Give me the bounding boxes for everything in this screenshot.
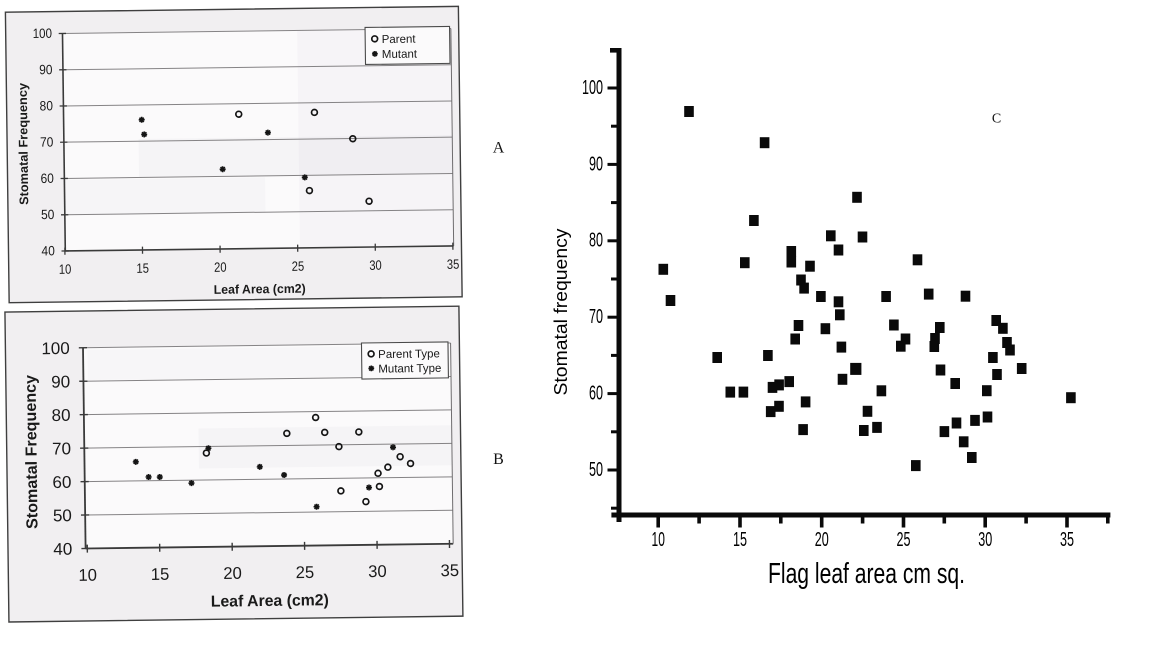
svg-text:15: 15 bbox=[136, 261, 149, 276]
svg-text:10: 10 bbox=[59, 262, 72, 277]
svg-text:20: 20 bbox=[214, 260, 227, 275]
svg-text:25: 25 bbox=[897, 528, 911, 551]
svg-text:60: 60 bbox=[589, 382, 603, 405]
svg-text:Parent Type: Parent Type bbox=[378, 348, 440, 361]
svg-text:Stomatal frequency: Stomatal frequency bbox=[551, 229, 571, 396]
svg-text:30: 30 bbox=[978, 528, 992, 551]
svg-text:Mutant: Mutant bbox=[382, 49, 418, 61]
svg-text:70: 70 bbox=[52, 439, 71, 458]
svg-text:70: 70 bbox=[40, 135, 53, 150]
svg-text:30: 30 bbox=[369, 258, 382, 273]
svg-text:40: 40 bbox=[41, 243, 54, 258]
svg-text:60: 60 bbox=[40, 171, 53, 186]
svg-text:50: 50 bbox=[53, 506, 72, 525]
svg-text:50: 50 bbox=[41, 207, 54, 222]
svg-text:Stomatal Frequency: Stomatal Frequency bbox=[16, 83, 32, 205]
svg-text:90: 90 bbox=[589, 152, 603, 175]
svg-text:25: 25 bbox=[292, 259, 305, 274]
svg-text:80: 80 bbox=[40, 98, 53, 113]
svg-text:35: 35 bbox=[447, 257, 460, 272]
svg-text:20: 20 bbox=[815, 528, 829, 551]
svg-text:90: 90 bbox=[51, 372, 70, 391]
svg-text:B: B bbox=[493, 451, 504, 468]
svg-text:35: 35 bbox=[440, 561, 459, 580]
svg-text:10: 10 bbox=[652, 528, 665, 551]
svg-text:90: 90 bbox=[39, 62, 52, 77]
svg-text:80: 80 bbox=[589, 229, 603, 252]
svg-text:15: 15 bbox=[733, 528, 747, 551]
svg-text:60: 60 bbox=[52, 473, 71, 492]
svg-text:Flag leaf area cm sq.: Flag leaf area cm sq. bbox=[768, 558, 965, 590]
svg-text:Mutant Type: Mutant Type bbox=[378, 363, 441, 376]
svg-text:35: 35 bbox=[1060, 528, 1074, 551]
svg-text:Stomatal Frequency: Stomatal Frequency bbox=[23, 375, 42, 529]
svg-text:25: 25 bbox=[296, 563, 315, 582]
svg-text:Leaf Area (cm2): Leaf Area (cm2) bbox=[211, 592, 329, 611]
svg-text:70: 70 bbox=[589, 305, 603, 328]
svg-text:100: 100 bbox=[33, 26, 52, 41]
svg-text:C: C bbox=[992, 112, 1001, 127]
svg-text:Leaf Area (cm2): Leaf Area (cm2) bbox=[214, 282, 306, 297]
svg-text:20: 20 bbox=[223, 564, 242, 583]
svg-text:10: 10 bbox=[78, 566, 97, 585]
svg-text:80: 80 bbox=[51, 406, 70, 425]
svg-text:40: 40 bbox=[53, 540, 72, 559]
svg-text:100: 100 bbox=[582, 76, 603, 99]
svg-text:Parent: Parent bbox=[382, 34, 417, 46]
svg-text:100: 100 bbox=[41, 339, 70, 358]
svg-text:50: 50 bbox=[589, 458, 603, 481]
svg-text:A: A bbox=[493, 140, 505, 157]
svg-text:30: 30 bbox=[368, 562, 387, 581]
svg-text:15: 15 bbox=[151, 565, 170, 584]
